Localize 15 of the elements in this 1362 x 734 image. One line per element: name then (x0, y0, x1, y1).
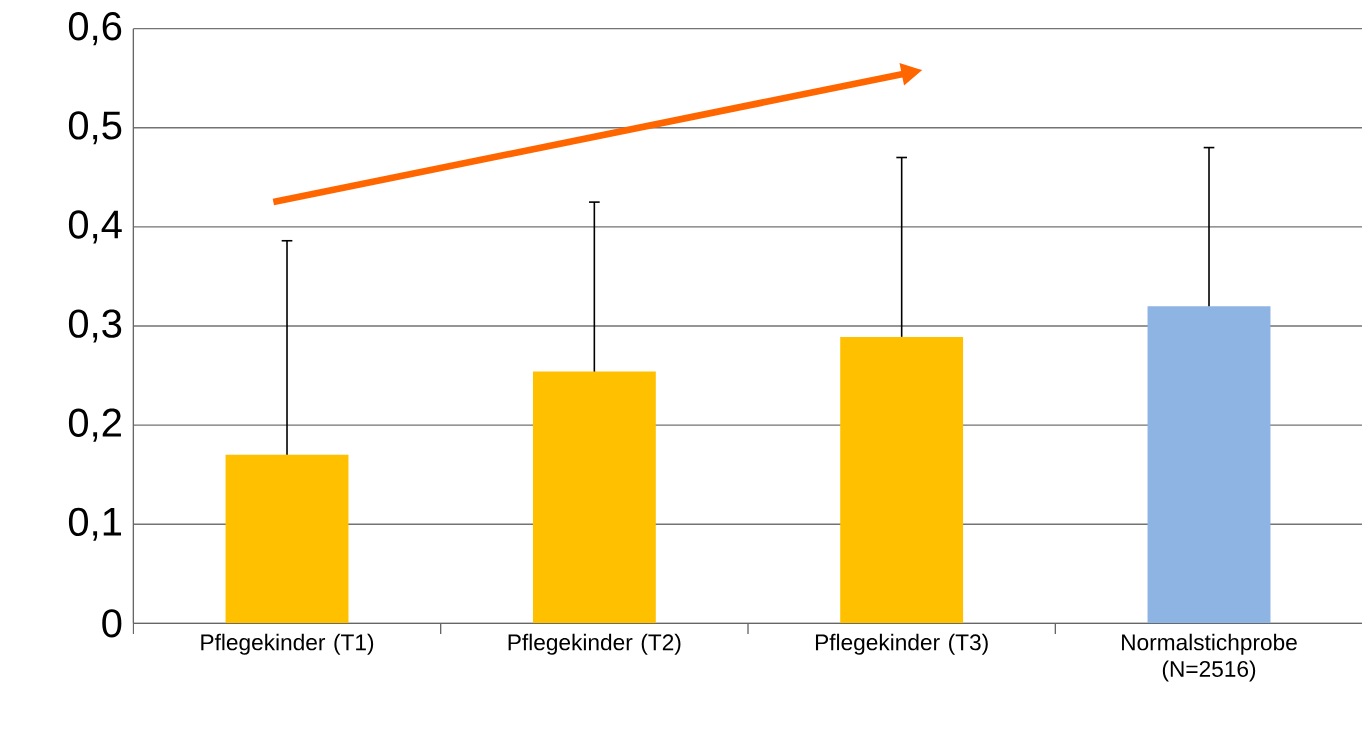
y-tick-label: 0,2 (68, 408, 121, 442)
bar (1147, 306, 1271, 624)
bar (840, 336, 964, 624)
bar (532, 371, 656, 624)
y-tick-label: 0,3 (68, 309, 122, 343)
y-tick-label: 0,6 (68, 12, 122, 46)
y-tick-label: 0 (102, 609, 122, 638)
y-tick-label: 0,4 (68, 210, 122, 244)
y-tick-label: 0,1 (68, 507, 121, 541)
x-tick-label: Pflegekinder (T3) (815, 633, 988, 655)
y-tick-label: 0,5 (68, 111, 122, 145)
x-tick-label: Pflegekinder (T1) (201, 633, 374, 655)
x-tick-label: Pflegekinder (T2) (508, 633, 681, 655)
bar (225, 454, 349, 624)
x-tick-label: Normalstichprobe (N=2516) (1122, 633, 1297, 682)
